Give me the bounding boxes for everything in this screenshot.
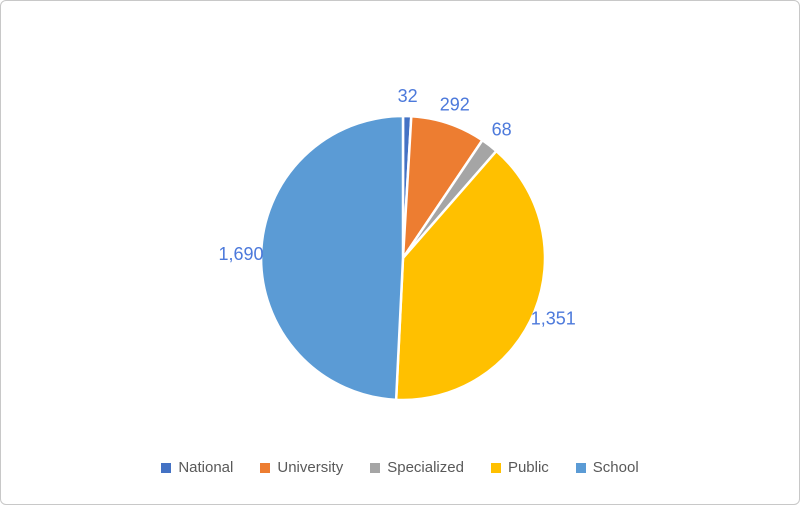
data-label-specialized: 68 [492,120,512,140]
legend-swatch-school [575,463,586,473]
legend-label-national: National [178,459,234,476]
data-label-university: 292 [440,95,470,115]
data-label-public: 1,351 [531,309,576,329]
legend-item-public: Public [490,459,549,477]
legend-item-university: University [260,459,343,477]
legend-item-national: National [161,459,233,477]
legend: National University Specialized Public S… [1,459,799,477]
legend-swatch-university [260,463,271,473]
legend-swatch-specialized [370,463,381,473]
legend-item-school: School [575,459,639,477]
legend-label-university: University [277,459,344,476]
legend-swatch-national [161,463,172,473]
pie-slice-public [394,149,547,402]
pie-slice-school [259,114,405,402]
data-label-national: 32 [398,86,418,106]
legend-swatch-public [490,463,501,473]
legend-label-specialized: Specialized [387,459,464,476]
data-label-school: 1,690 [218,244,263,264]
legend-label-public: Public [507,459,549,476]
legend-label-school: School [592,459,639,476]
legend-item-specialized: Specialized [370,459,464,477]
